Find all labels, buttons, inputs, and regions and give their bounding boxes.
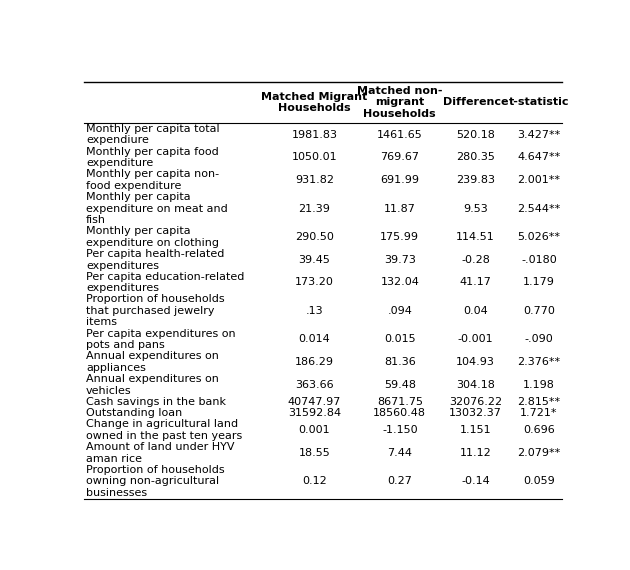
Text: 280.35: 280.35 — [456, 152, 495, 162]
Text: Per capita education-related
expenditures: Per capita education-related expenditure… — [86, 272, 244, 293]
Text: 0.770: 0.770 — [523, 306, 555, 316]
Text: 2.001**: 2.001** — [517, 175, 561, 185]
Text: -0.001: -0.001 — [457, 335, 493, 344]
Text: 132.04: 132.04 — [381, 278, 419, 287]
Text: -.0180: -.0180 — [521, 255, 557, 264]
Text: Difference: Difference — [443, 97, 508, 107]
Text: 0.04: 0.04 — [463, 306, 488, 316]
Text: 1.721*: 1.721* — [520, 408, 558, 418]
Text: 39.73: 39.73 — [384, 255, 416, 264]
Text: -.090: -.090 — [525, 335, 553, 344]
Text: Monthly per capita
expenditure on meat and
fish: Monthly per capita expenditure on meat a… — [86, 192, 228, 225]
Text: 21.39: 21.39 — [299, 203, 330, 214]
Text: 0.001: 0.001 — [299, 425, 330, 435]
Text: 173.20: 173.20 — [295, 278, 334, 287]
Text: 7.44: 7.44 — [387, 448, 412, 458]
Text: t-statistic: t-statistic — [508, 97, 569, 107]
Text: 769.67: 769.67 — [381, 152, 420, 162]
Text: 186.29: 186.29 — [295, 357, 334, 367]
Text: Matched Migrant
Households: Matched Migrant Households — [261, 92, 367, 113]
Text: Change in agricultural land
owned in the past ten years: Change in agricultural land owned in the… — [86, 420, 243, 441]
Text: Matched non-
migrant
Households: Matched non- migrant Households — [357, 86, 442, 119]
Text: 1.179: 1.179 — [523, 278, 555, 287]
Text: -0.28: -0.28 — [461, 255, 490, 264]
Text: 691.99: 691.99 — [381, 175, 420, 185]
Text: 0.015: 0.015 — [384, 335, 416, 344]
Text: Monthly per capita total
expendiure: Monthly per capita total expendiure — [86, 124, 220, 145]
Text: 0.059: 0.059 — [523, 477, 555, 486]
Text: 2.376**: 2.376** — [517, 357, 561, 367]
Text: Annual expenditures on
appliances: Annual expenditures on appliances — [86, 351, 219, 373]
Text: Outstanding loan: Outstanding loan — [86, 408, 182, 418]
Text: 0.27: 0.27 — [387, 477, 412, 486]
Text: 81.36: 81.36 — [384, 357, 416, 367]
Text: 41.17: 41.17 — [459, 278, 491, 287]
Text: 520.18: 520.18 — [456, 129, 495, 140]
Text: 1.151: 1.151 — [460, 425, 491, 435]
Text: 18.55: 18.55 — [299, 448, 330, 458]
Text: 104.93: 104.93 — [456, 357, 495, 367]
Text: Monthly per capita food
expenditure: Monthly per capita food expenditure — [86, 146, 219, 168]
Text: 0.696: 0.696 — [523, 425, 555, 435]
Text: 239.83: 239.83 — [456, 175, 495, 185]
Text: 363.66: 363.66 — [295, 380, 334, 390]
Text: 1981.83: 1981.83 — [291, 129, 337, 140]
Text: Cash savings in the bank: Cash savings in the bank — [86, 397, 226, 407]
Text: 11.12: 11.12 — [459, 448, 491, 458]
Text: .094: .094 — [387, 306, 412, 316]
Text: 4.647**: 4.647** — [517, 152, 561, 162]
Text: 39.45: 39.45 — [299, 255, 330, 264]
Text: Monthly per capita
expenditure on clothing: Monthly per capita expenditure on clothi… — [86, 226, 219, 248]
Text: 2.815**: 2.815** — [517, 397, 561, 407]
Text: 114.51: 114.51 — [456, 232, 495, 242]
Text: 9.53: 9.53 — [463, 203, 488, 214]
Text: 59.48: 59.48 — [384, 380, 416, 390]
Text: Amount of land under HYV
aman rice: Amount of land under HYV aman rice — [86, 442, 234, 464]
Text: Proportion of households
owning non-agricultural
businesses: Proportion of households owning non-agri… — [86, 465, 225, 498]
Text: .13: .13 — [306, 306, 323, 316]
Text: 290.50: 290.50 — [295, 232, 334, 242]
Text: 18560.48: 18560.48 — [373, 408, 427, 418]
Text: 1.198: 1.198 — [523, 380, 555, 390]
Text: Annual expenditures on
vehicles: Annual expenditures on vehicles — [86, 374, 219, 396]
Text: 11.87: 11.87 — [384, 203, 416, 214]
Text: Proportion of households
that purchased jewelry
items: Proportion of households that purchased … — [86, 294, 225, 328]
Text: 1461.65: 1461.65 — [377, 129, 423, 140]
Text: 175.99: 175.99 — [381, 232, 420, 242]
Text: 0.12: 0.12 — [302, 477, 327, 486]
Text: 304.18: 304.18 — [456, 380, 495, 390]
Text: 31592.84: 31592.84 — [288, 408, 341, 418]
Text: Per capita health-related
expenditures: Per capita health-related expenditures — [86, 249, 224, 271]
Text: -0.14: -0.14 — [461, 477, 490, 486]
Text: 13032.37: 13032.37 — [449, 408, 502, 418]
Text: 1050.01: 1050.01 — [292, 152, 337, 162]
Text: Per capita expenditures on
pots and pans: Per capita expenditures on pots and pans — [86, 328, 236, 350]
Text: 2.544**: 2.544** — [517, 203, 561, 214]
Text: -1.150: -1.150 — [382, 425, 418, 435]
Text: 0.014: 0.014 — [299, 335, 330, 344]
Text: 931.82: 931.82 — [295, 175, 334, 185]
Text: 5.026**: 5.026** — [517, 232, 561, 242]
Text: Monthly per capita non-
food expenditure: Monthly per capita non- food expenditure — [86, 169, 219, 191]
Text: 32076.22: 32076.22 — [449, 397, 502, 407]
Text: 8671.75: 8671.75 — [377, 397, 423, 407]
Text: 3.427**: 3.427** — [517, 129, 561, 140]
Text: 40747.97: 40747.97 — [288, 397, 341, 407]
Text: 2.079**: 2.079** — [517, 448, 561, 458]
